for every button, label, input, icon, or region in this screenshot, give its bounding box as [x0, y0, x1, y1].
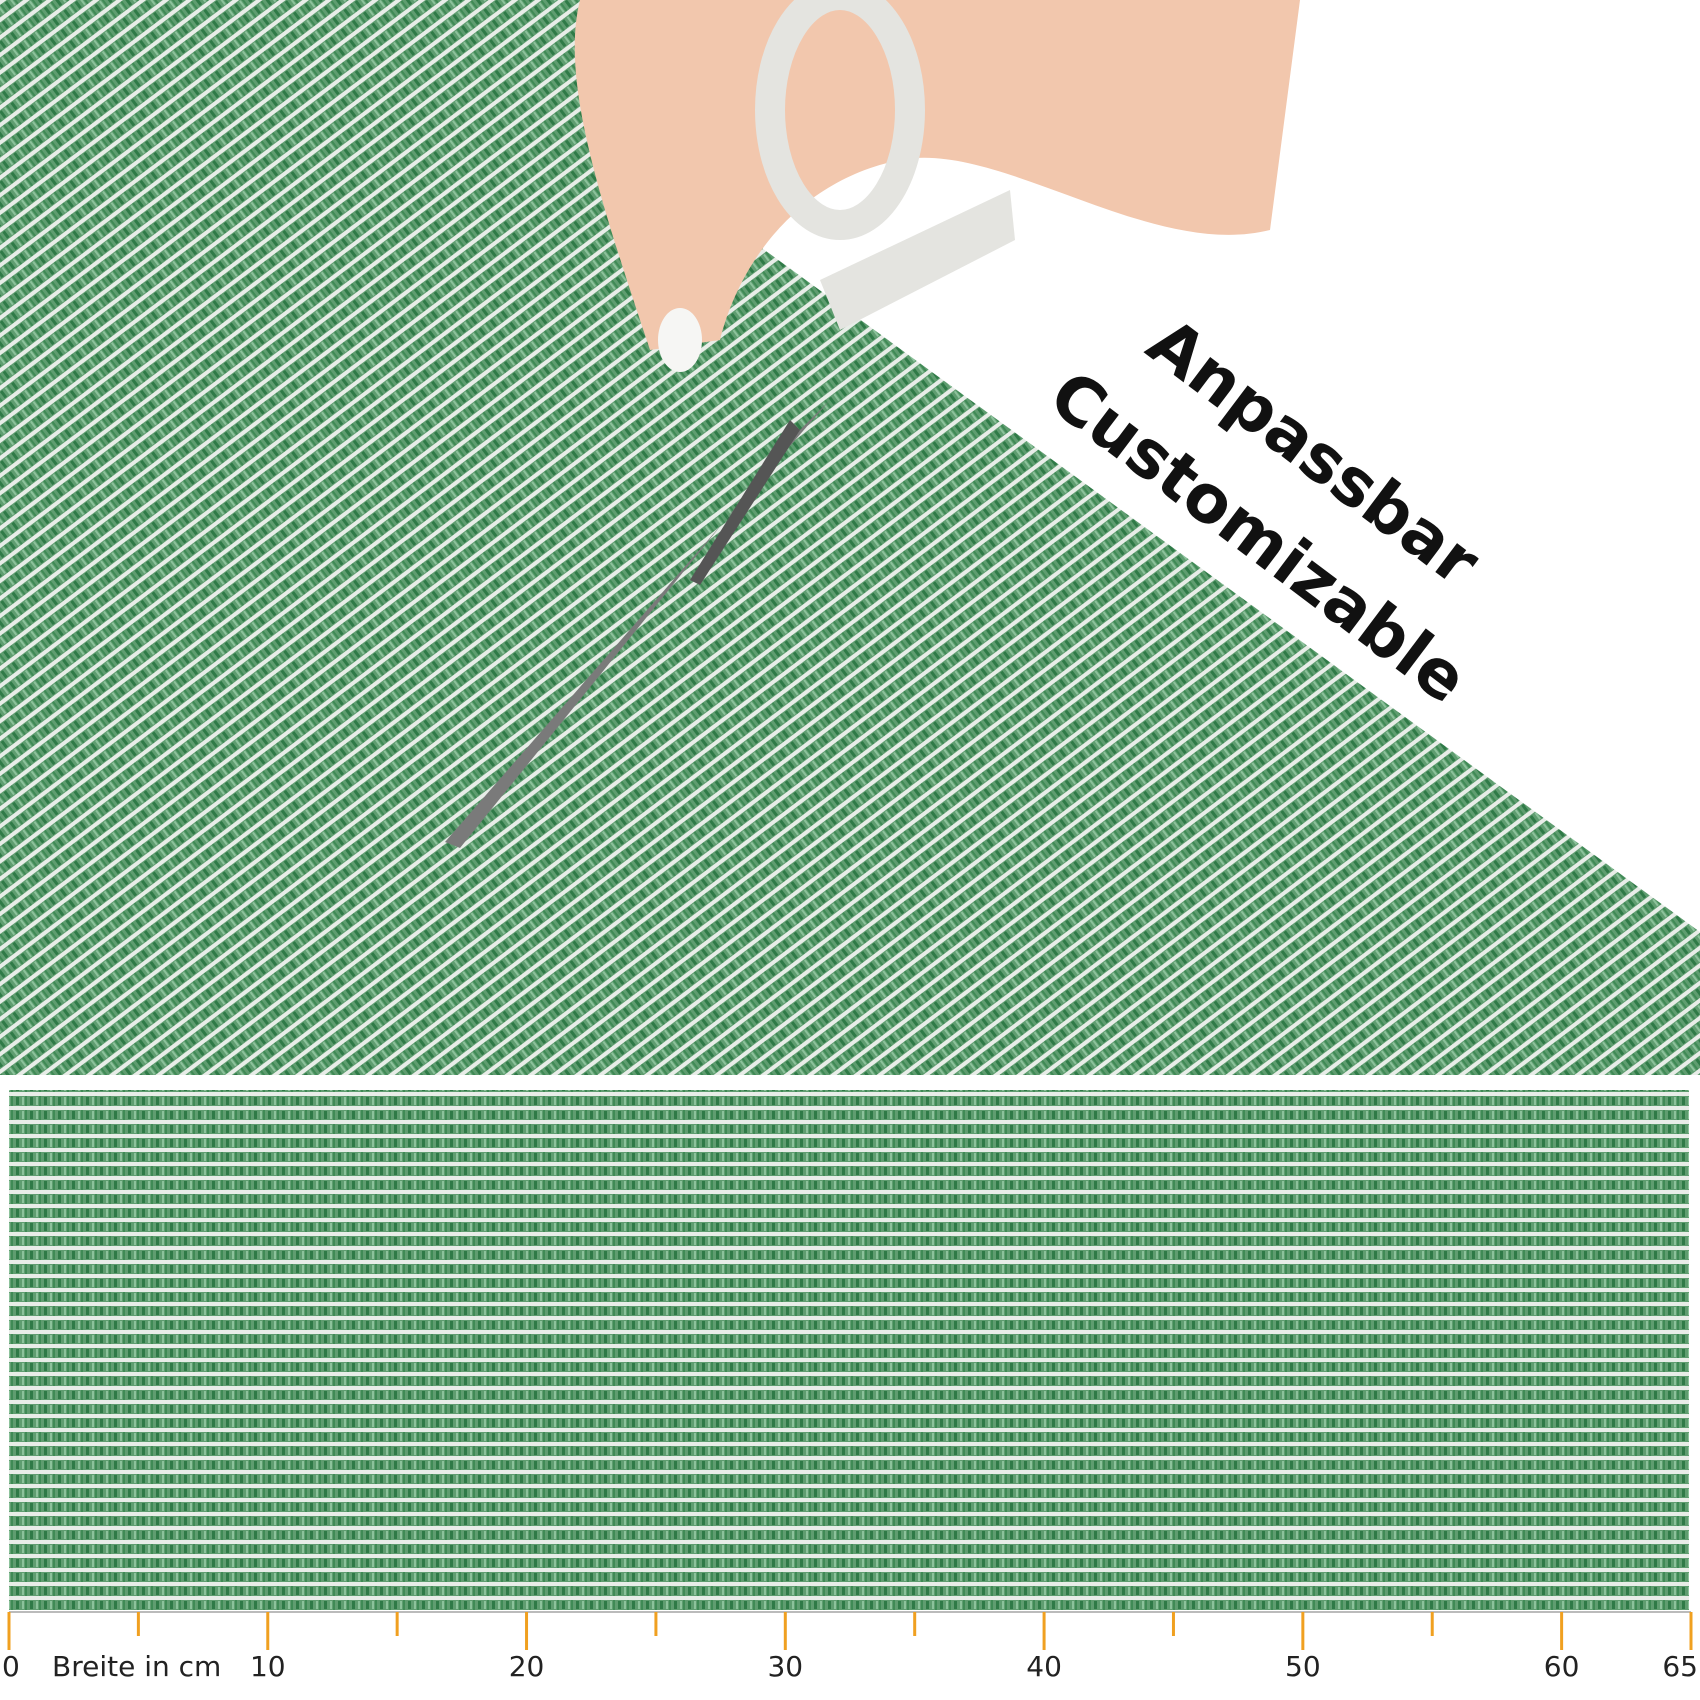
- tick-label: 10: [250, 1650, 286, 1683]
- ruler-label: Breite in cm: [52, 1650, 221, 1683]
- rug-bottom: [9, 1090, 1689, 1610]
- rug-top: [0, 0, 1700, 1075]
- hand-scissors: [445, 0, 1300, 848]
- tick-label: 65: [1662, 1650, 1698, 1683]
- tick-label: 0: [2, 1650, 20, 1683]
- tick-label: 30: [767, 1650, 803, 1683]
- tick-label: 60: [1544, 1650, 1580, 1683]
- tick-label: 20: [509, 1650, 545, 1683]
- tick-label: 50: [1285, 1650, 1321, 1683]
- tick-label: 40: [1026, 1650, 1062, 1683]
